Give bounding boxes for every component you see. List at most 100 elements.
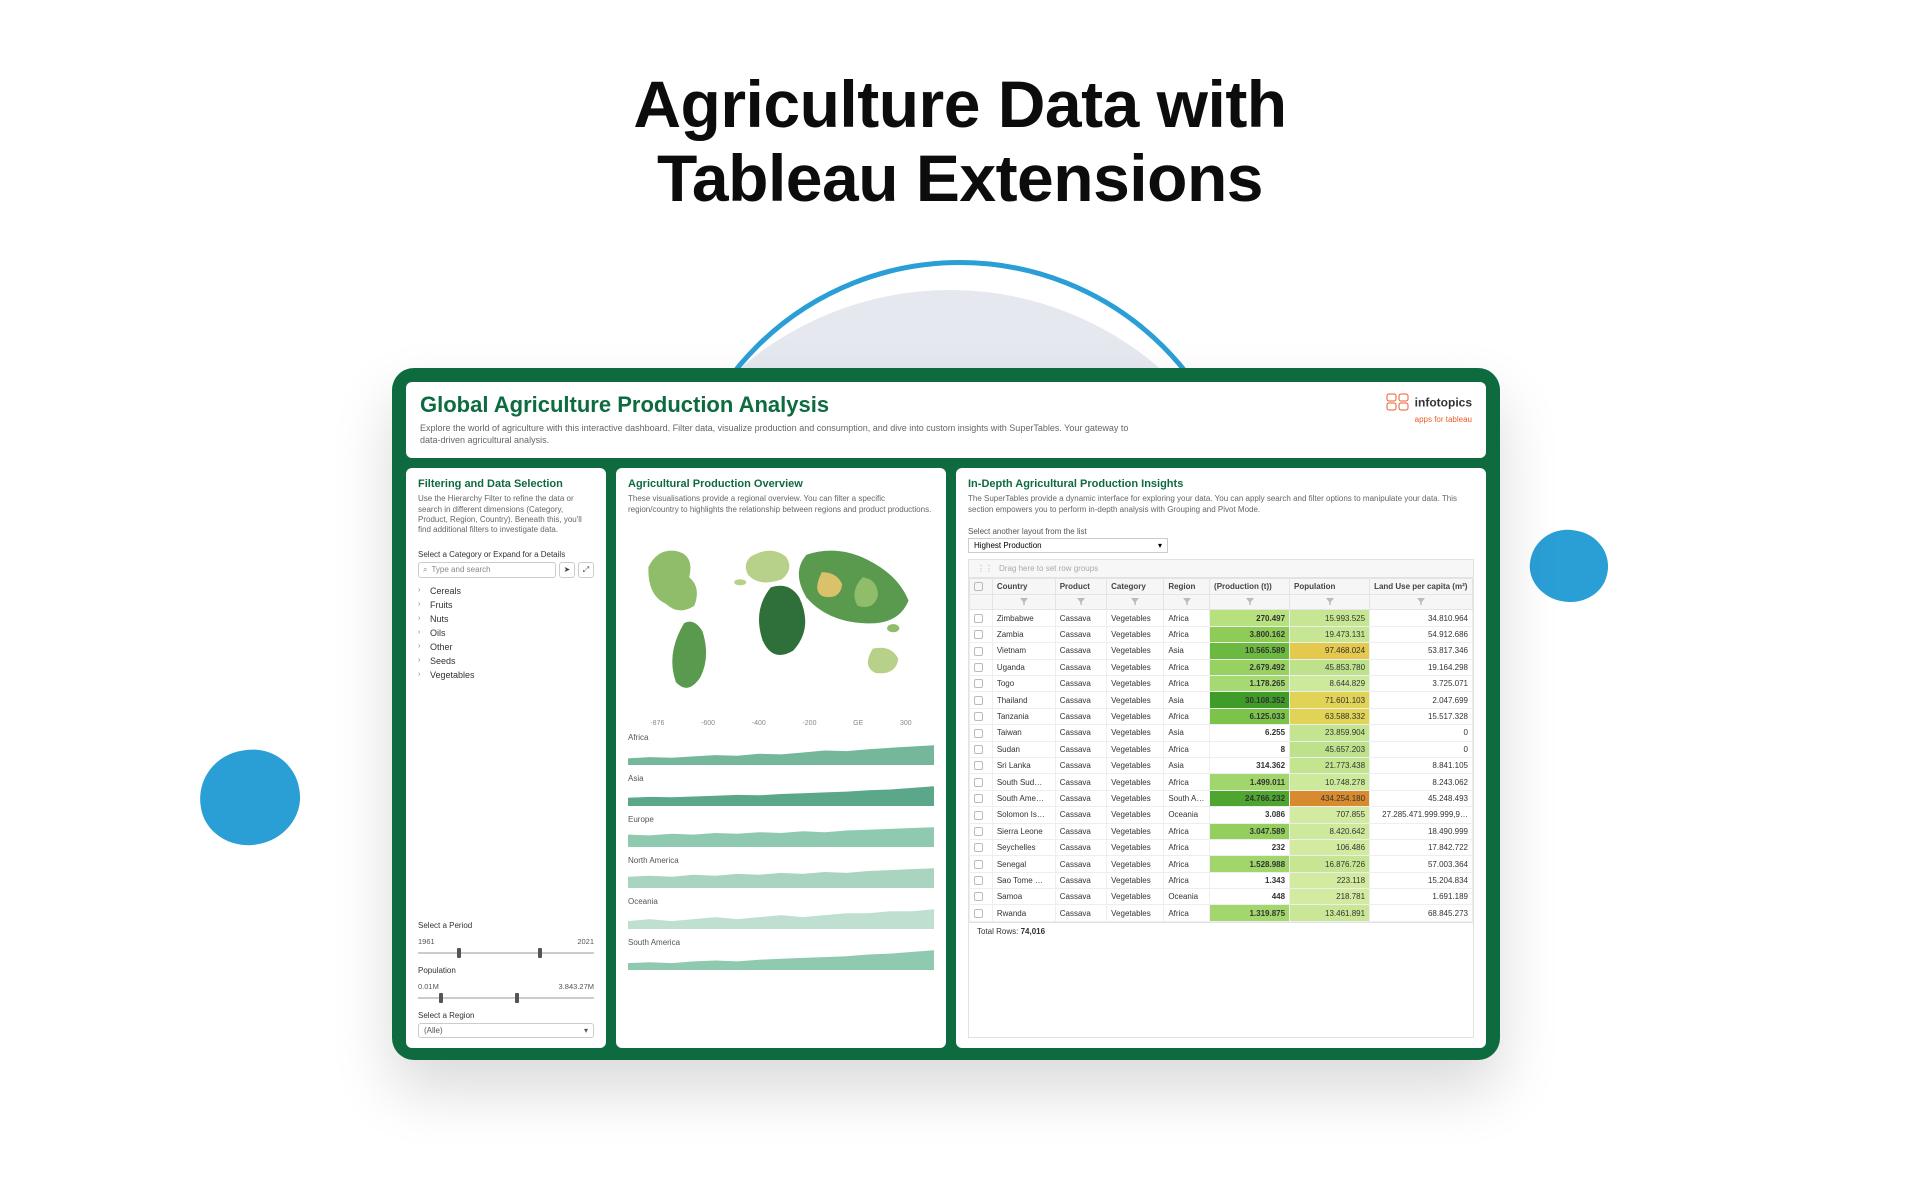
table-row[interactable]: TanzaniaCassavaVegetablesAfrica6.125.033… — [970, 708, 1473, 724]
cell-land: 8.243.062 — [1370, 774, 1473, 790]
table-row[interactable]: SudanCassavaVegetablesAfrica845.657.2030 — [970, 741, 1473, 757]
row-checkbox[interactable] — [974, 729, 983, 738]
column-filter[interactable] — [1164, 595, 1210, 610]
cell-population: 8.420.642 — [1290, 823, 1370, 839]
cell-product: Cassava — [1055, 659, 1106, 675]
tree-item-nuts[interactable]: ›Nuts — [418, 612, 594, 626]
table-row[interactable]: Solomon Is…CassavaVegetablesOceania3.086… — [970, 807, 1473, 823]
region-select[interactable]: (Alle) ▾ — [418, 1023, 594, 1038]
chevron-right-icon: › — [418, 615, 426, 622]
row-checkbox[interactable] — [974, 630, 983, 639]
filter-cursor-button[interactable]: ➤ — [559, 562, 575, 578]
cell-region: South A… — [1164, 790, 1210, 806]
tree-item-oils[interactable]: ›Oils — [418, 626, 594, 640]
row-checkbox[interactable] — [974, 761, 983, 770]
cell-country: Rwanda — [992, 905, 1055, 921]
table-row[interactable]: SenegalCassavaVegetablesAfrica1.528.9881… — [970, 856, 1473, 872]
column-header[interactable]: Category — [1107, 579, 1164, 595]
row-checkbox[interactable] — [974, 843, 983, 852]
region-area-oceania[interactable]: Oceania — [628, 897, 934, 934]
period-label: Select a Period — [418, 921, 594, 930]
tree-item-cereals[interactable]: ›Cereals — [418, 584, 594, 598]
row-checkbox[interactable] — [974, 892, 983, 901]
region-area-asia[interactable]: Asia — [628, 774, 934, 811]
row-checkbox[interactable] — [974, 827, 983, 836]
cell-land: 34.810.964 — [1370, 610, 1473, 626]
table-row[interactable]: SeychellesCassavaVegetablesAfrica232106.… — [970, 839, 1473, 855]
column-filter[interactable] — [1107, 595, 1164, 610]
row-checkbox[interactable] — [974, 860, 983, 869]
row-checkbox[interactable] — [974, 876, 983, 885]
column-filter[interactable] — [1370, 595, 1473, 610]
tree-item-vegetables[interactable]: ›Vegetables — [418, 668, 594, 682]
column-header[interactable]: Product — [1055, 579, 1106, 595]
insights-panel: In-Depth Agricultural Production Insight… — [956, 468, 1486, 1048]
table-row[interactable]: Sri LankaCassavaVegetablesAsia314.36221.… — [970, 757, 1473, 773]
column-filter[interactable] — [1055, 595, 1106, 610]
dashboard-card: Global Agriculture Production Analysis E… — [392, 368, 1500, 1060]
row-checkbox[interactable] — [974, 663, 983, 672]
group-drop-bar[interactable]: ⋮⋮ Drag here to set row groups — [968, 559, 1474, 578]
row-checkbox[interactable] — [974, 696, 983, 705]
table-row[interactable]: TaiwanCassavaVegetablesAsia6.25523.859.9… — [970, 725, 1473, 741]
column-header[interactable]: (Production (t)) — [1210, 579, 1290, 595]
row-checkbox[interactable] — [974, 679, 983, 688]
region-label: Select a Region — [418, 1011, 594, 1020]
table-row[interactable]: SamoaCassavaVegetablesOceania448218.7811… — [970, 889, 1473, 905]
cell-region: Africa — [1164, 839, 1210, 855]
column-header[interactable]: Country — [992, 579, 1055, 595]
table-row[interactable]: Sao Tome …CassavaVegetablesAfrica1.34322… — [970, 872, 1473, 888]
period-slider[interactable]: 1961 2021 — [418, 937, 594, 960]
region-area-north-america[interactable]: North America — [628, 856, 934, 893]
table-row[interactable]: South Ame…CassavaVegetablesSouth A…24.76… — [970, 790, 1473, 806]
row-checkbox[interactable] — [974, 647, 983, 656]
tree-item-seeds[interactable]: ›Seeds — [418, 654, 594, 668]
row-checkbox[interactable] — [974, 745, 983, 754]
vendor-tagline: apps for tableau — [1385, 415, 1472, 424]
row-checkbox[interactable] — [974, 712, 983, 721]
tree-item-label: Cereals — [430, 586, 461, 596]
table-row[interactable]: RwandaCassavaVegetablesAfrica1.319.87513… — [970, 905, 1473, 921]
cell-land: 2.047.699 — [1370, 692, 1473, 708]
world-map[interactable] — [628, 523, 934, 718]
table-row[interactable]: TogoCassavaVegetablesAfrica1.178.2658.64… — [970, 676, 1473, 692]
table-row[interactable]: Sierra LeoneCassavaVegetablesAfrica3.047… — [970, 823, 1473, 839]
column-header[interactable]: Region — [1164, 579, 1210, 595]
population-slider[interactable]: 0.01M 3.843.27M — [418, 982, 594, 1005]
layout-select[interactable]: Highest Production ▾ — [968, 538, 1168, 553]
row-checkbox[interactable] — [974, 778, 983, 787]
cell-region: Africa — [1164, 905, 1210, 921]
table-row[interactable]: ThailandCassavaVegetablesAsia30.108.3527… — [970, 692, 1473, 708]
row-checkbox[interactable] — [974, 909, 983, 918]
cell-land: 0 — [1370, 741, 1473, 757]
filter-expand-button[interactable]: ⤢ — [578, 562, 594, 578]
row-checkbox[interactable] — [974, 794, 983, 803]
column-filter[interactable] — [992, 595, 1055, 610]
table-row[interactable]: ZimbabweCassavaVegetablesAfrica270.49715… — [970, 610, 1473, 626]
table-row[interactable]: UgandaCassavaVegetablesAfrica2.679.49245… — [970, 659, 1473, 675]
row-checkbox[interactable] — [974, 811, 983, 820]
region-area-africa[interactable]: Africa — [628, 733, 934, 770]
cell-population: 13.461.891 — [1290, 905, 1370, 921]
column-header[interactable]: Land Use per capita (m²) — [1370, 579, 1473, 595]
column-filter[interactable] — [1210, 595, 1290, 610]
region-area-europe[interactable]: Europe — [628, 815, 934, 852]
hierarchy-search-input[interactable]: ⌕ Type and search — [418, 562, 556, 578]
cell-production: 8 — [1210, 741, 1290, 757]
row-checkbox[interactable] — [974, 614, 983, 623]
cell-region: Asia — [1164, 692, 1210, 708]
table-row[interactable]: VietnamCassavaVegetablesAsia10.565.58997… — [970, 643, 1473, 659]
column-filter[interactable] — [1290, 595, 1370, 610]
column-header[interactable]: Population — [1290, 579, 1370, 595]
tree-item-fruits[interactable]: ›Fruits — [418, 598, 594, 612]
tree-item-other[interactable]: ›Other — [418, 640, 594, 654]
cell-land: 17.842.722 — [1370, 839, 1473, 855]
layout-value: Highest Production — [974, 541, 1042, 550]
cell-country: Sri Lanka — [992, 757, 1055, 773]
table-row[interactable]: ZambiaCassavaVegetablesAfrica3.800.16219… — [970, 626, 1473, 642]
region-area-south-america[interactable]: South America — [628, 938, 934, 975]
select-all-checkbox[interactable] — [974, 582, 983, 591]
cell-region: Africa — [1164, 823, 1210, 839]
table-row[interactable]: South Sud…CassavaVegetablesAfrica1.499.0… — [970, 774, 1473, 790]
cell-land: 68.845.273 — [1370, 905, 1473, 921]
